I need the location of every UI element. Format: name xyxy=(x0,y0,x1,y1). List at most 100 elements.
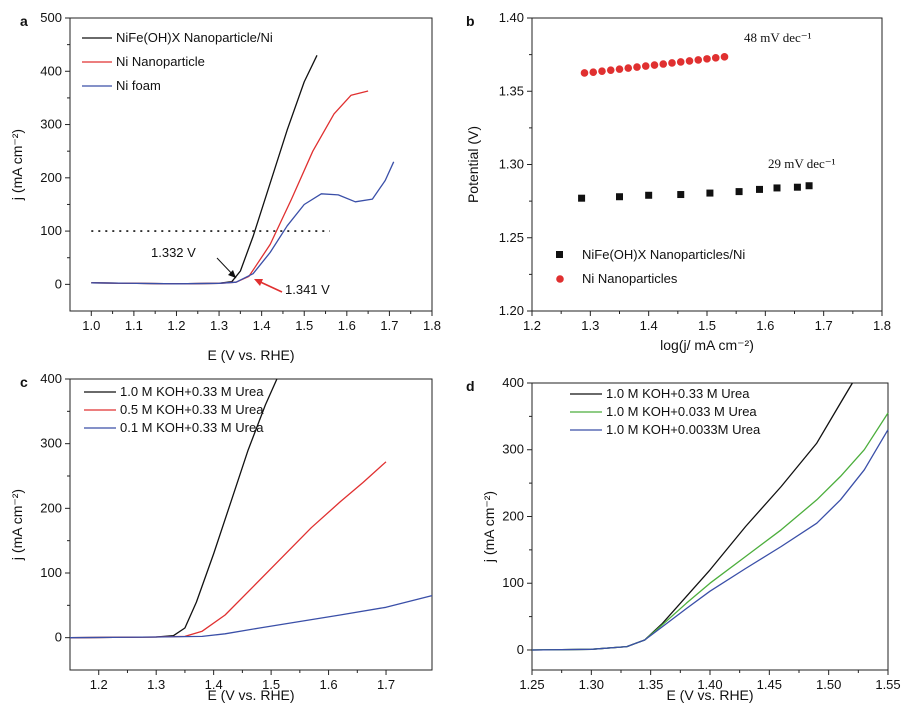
series-line-2 xyxy=(531,429,889,651)
data-point-circle xyxy=(650,61,659,69)
x-tick-label: 1.50 xyxy=(816,677,841,692)
legend-label-0: 1.0 M KOH+0.33 M Urea xyxy=(120,384,264,399)
y-tick-label: 300 xyxy=(40,436,62,451)
series-line-2 xyxy=(69,594,433,639)
series-line-0 xyxy=(69,378,278,639)
y-tick-label: 100 xyxy=(40,223,62,238)
data-point-circle xyxy=(580,69,589,77)
data-point-circle xyxy=(598,67,606,75)
y-tick-label: 100 xyxy=(40,565,62,580)
data-point-square xyxy=(645,191,653,199)
y-tick-label: 1.30 xyxy=(499,157,524,172)
y-tick-label: 200 xyxy=(40,170,62,185)
panel-letter: c xyxy=(20,374,28,390)
data-point-circle xyxy=(606,66,615,74)
x-tick-label: 1.4 xyxy=(640,318,658,333)
annotation-onset-ni: 1.341 V xyxy=(285,282,330,297)
y-tick-label: 400 xyxy=(40,371,62,386)
annotation-slope-nife: 29 mV dec⁻¹ xyxy=(768,156,836,171)
x-tick-label: 1.8 xyxy=(423,318,441,333)
y-tick-label: 0 xyxy=(55,276,62,291)
y-tick-label: 1.20 xyxy=(499,303,524,318)
chart-panel-d: 1.25 1.30 1.35 1.40 1.45 1.50 1.55 0 100 200 300 40… xyxy=(466,375,901,703)
legend-marker-1 xyxy=(556,275,564,283)
data-point-circle xyxy=(668,59,676,67)
y-tick-label: 500 xyxy=(40,10,62,25)
annotation-onset-nife: 1.332 V xyxy=(151,245,196,260)
x-tick-label: 1.6 xyxy=(756,318,774,333)
data-point-circle xyxy=(694,56,703,64)
data-point-circle xyxy=(615,65,624,73)
x-tick-label: 1.0 xyxy=(82,318,100,333)
y-tick-label: 300 xyxy=(40,117,62,132)
y-tick-label: 100 xyxy=(502,575,524,590)
series-line-1 xyxy=(69,461,387,639)
legend-marker-0 xyxy=(556,251,563,258)
y-axis-label: j (mA cm⁻²) xyxy=(9,129,25,201)
data-point-circle xyxy=(589,68,598,77)
annotation-slope-ni: 48 mV dec⁻¹ xyxy=(744,30,812,45)
legend-label-0: NiFe(OH)X Nanoparticles/Ni xyxy=(582,247,745,262)
x-tick-label: 1.55 xyxy=(875,677,900,692)
legend-label-1: Ni Nanoparticle xyxy=(116,54,205,69)
series-line-2 xyxy=(91,161,395,285)
y-tick-label: 0 xyxy=(55,630,62,645)
data-point-circle xyxy=(633,63,641,71)
y-tick-label: 300 xyxy=(502,442,524,457)
chart-panel-a: 1.0 1.1 1.2 1.3 1.4 1.5 1.6 1.7 1.8 0 100 200 300 400… xyxy=(9,10,441,363)
x-axis-label: log(j/ mA cm⁻²) xyxy=(660,337,754,353)
data-point-circle xyxy=(659,60,668,68)
x-tick-label: 1.3 xyxy=(210,318,228,333)
plot-frame xyxy=(69,378,433,671)
plot-frame xyxy=(69,17,433,312)
legend-label-1: 0.5 M KOH+0.33 M Urea xyxy=(120,402,264,417)
series-line-1 xyxy=(531,412,889,651)
series-line-1 xyxy=(91,90,369,285)
chart-panel-b: 1.2 1.3 1.4 1.5 1.6 1.7 1.8 1.20 1.25 1.30 1.35 1.4… xyxy=(465,10,891,353)
data-point-circle xyxy=(703,55,711,63)
x-axis-label: E (V vs. RHE) xyxy=(207,347,294,363)
legend-label-0: 1.0 M KOH+0.33 M Urea xyxy=(606,386,750,401)
x-tick-label: 1.6 xyxy=(338,318,356,333)
y-axis-label: j (mA cm⁻²) xyxy=(481,491,497,563)
y-tick-label: 1.25 xyxy=(499,230,524,245)
x-tick-label: 1.8 xyxy=(873,318,891,333)
x-tick-label: 1.40 xyxy=(697,677,722,692)
x-axis-label: E (V vs. RHE) xyxy=(666,687,753,703)
x-tick-label: 1.5 xyxy=(262,677,280,692)
panel-letter: a xyxy=(20,13,28,29)
y-tick-label: 1.40 xyxy=(499,10,524,25)
x-tick-label: 1.2 xyxy=(90,677,108,692)
x-tick-label: 1.5 xyxy=(295,318,313,333)
x-tick-label: 1.7 xyxy=(377,677,395,692)
x-tick-label: 1.25 xyxy=(519,677,544,692)
y-tick-label: 0 xyxy=(517,642,524,657)
data-point-square xyxy=(578,194,586,202)
y-tick-label: 400 xyxy=(502,375,524,390)
x-tick-label: 1.30 xyxy=(579,677,604,692)
data-point-square xyxy=(735,188,743,196)
x-tick-label: 1.1 xyxy=(125,318,143,333)
chart-panel-c: 1.2 1.3 1.4 1.5 1.6 1.7 0 100 200 300 400 E (V vs. … xyxy=(9,371,433,703)
data-point-circle xyxy=(711,54,720,62)
legend-label-1: 1.0 M KOH+0.033 M Urea xyxy=(606,404,757,419)
panel-letter: b xyxy=(466,13,475,29)
data-point-circle xyxy=(720,53,729,61)
data-point-square xyxy=(756,185,763,193)
x-tick-label: 1.7 xyxy=(815,318,833,333)
legend-label-0: NiFe(OH)X Nanoparticle/Ni xyxy=(116,30,273,45)
data-point-circle xyxy=(676,58,685,66)
x-tick-label: 1.6 xyxy=(320,677,338,692)
x-tick-label: 1.3 xyxy=(147,677,165,692)
data-point-square xyxy=(805,182,813,190)
data-point-circle xyxy=(641,62,650,70)
x-tick-label: 1.3 xyxy=(581,318,599,333)
legend-label-2: Ni foam xyxy=(116,78,161,93)
x-tick-label: 1.45 xyxy=(757,677,782,692)
data-point-circle xyxy=(624,64,633,72)
y-axis-label: Potential (V) xyxy=(465,126,481,203)
x-tick-label: 1.7 xyxy=(380,318,398,333)
x-tick-label: 1.5 xyxy=(698,318,716,333)
x-tick-label: 1.4 xyxy=(205,677,223,692)
